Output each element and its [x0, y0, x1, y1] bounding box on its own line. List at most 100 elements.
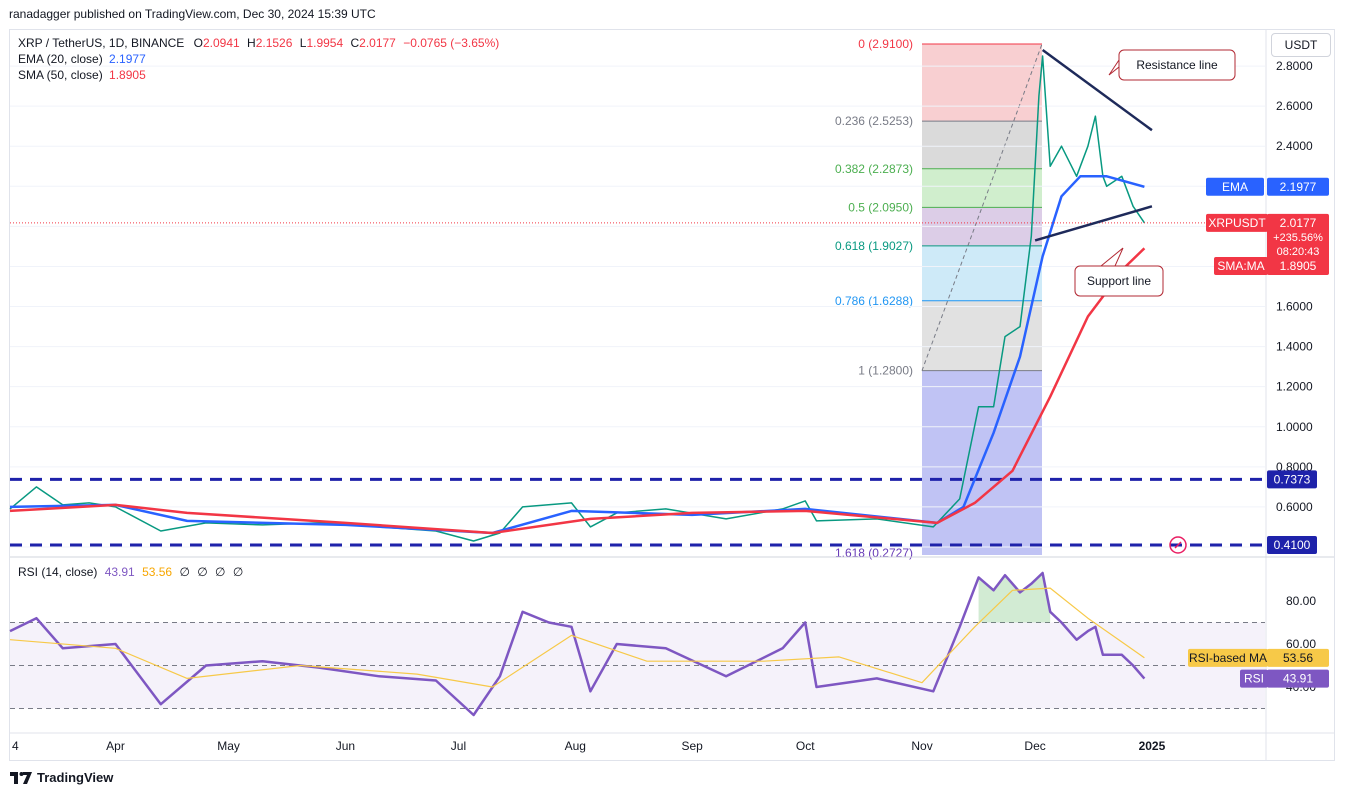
price-axis-tick: 1.6000: [1276, 300, 1313, 314]
sma-value-bg: [1267, 257, 1329, 275]
time-axis-tick: May: [217, 739, 240, 753]
ema-tag-bg: [1206, 177, 1264, 196]
publisher-text: ranadagger published on TradingView.com,…: [9, 7, 376, 21]
fibonacci-retracement: 0 (2.9100) 0.236 (2.5253) 0.382 (2.2873) 0.…: [835, 37, 1043, 560]
rsi-value-bg: [1267, 669, 1329, 688]
last-price-bg: [1267, 213, 1329, 260]
fib-zone: [922, 44, 1042, 122]
ema-legend-value: 2.1977: [109, 52, 146, 66]
price-axis-tick: 0.6000: [1276, 500, 1313, 514]
rsi-price-label: RSI 43.91: [1240, 669, 1329, 688]
axes: 0.60000.80001.00001.20001.40001.60001.80…: [10, 30, 1334, 760]
fib-level-label: 1.618 (0.2727): [835, 546, 913, 560]
time-axis-tick: Aug: [565, 739, 586, 753]
time-axis-tick: Oct: [796, 739, 815, 753]
countdown-timer: 08:20:43: [1277, 246, 1320, 258]
trendlines: Resistance line Support line: [1034, 49, 1236, 297]
fib-level-label: 0.5 (2.0950): [848, 200, 913, 214]
sma-value-text: 1.8905: [1280, 259, 1317, 273]
replay-icon-mark: [1174, 541, 1182, 549]
price-axis-tick: 2.6000: [1276, 99, 1313, 113]
currency-unit-button[interactable]: USDT: [1271, 33, 1331, 57]
close-label: C: [350, 36, 360, 50]
ema-legend[interactable]: EMA (20, close) 2.1977: [18, 51, 146, 67]
time-axis-tick: Nov: [911, 739, 932, 753]
callout-pointer: [1099, 247, 1124, 267]
sma-legend-value: 1.8905: [109, 68, 146, 82]
rsi-line: [9, 571, 1146, 717]
ema-tag-text: EMA: [1222, 180, 1248, 194]
ema-legend-label: EMA (20, close): [18, 52, 103, 66]
rsi-ma-line: [9, 587, 1145, 688]
chart-frame: [9, 29, 1335, 761]
high-label: H: [247, 36, 256, 50]
last-price-value: 2.0177: [1280, 216, 1317, 230]
rsi-legend-null-3: ∅: [215, 565, 226, 579]
tradingview-logo-icon: [10, 771, 32, 784]
rsi-legend-value: 43.91: [104, 565, 135, 579]
sma-price-label: SMA:MA 1.8905: [1214, 257, 1329, 275]
rsi-axis-tick: 80.00: [1286, 594, 1316, 608]
callout-box: [1118, 49, 1236, 81]
rsi-tag-text: RSI: [1244, 672, 1264, 686]
callout-text: Support line: [1087, 274, 1151, 288]
time-axis-tick: Apr: [106, 739, 125, 753]
horizontal-levels: [10, 477, 1265, 547]
rsi-legend[interactable]: RSI (14, close) 43.91 53.56 ∅ ∅ ∅ ∅: [18, 565, 243, 579]
level-price-label-bg: [1267, 535, 1317, 554]
rsi-ma-tag-bg: [1188, 648, 1268, 667]
time-axis-tick: Jun: [336, 739, 355, 753]
price-axis-tick: 2.4000: [1276, 139, 1313, 153]
level-price-label-text: 0.4100: [1274, 538, 1311, 552]
time-axis-tick: Jul: [451, 739, 466, 753]
rsi-panel: [9, 571, 1265, 717]
price-axis-tick: 1.4000: [1276, 340, 1313, 354]
tradingview-logo-text: TradingView: [37, 770, 114, 785]
rsi-legend-null-2: ∅: [197, 565, 208, 579]
open-label: O: [193, 36, 203, 50]
price-labels: 0.7373 0.4100 EMA 2.1977 XRPUSDT 2.0177 +235.5…: [1188, 177, 1329, 688]
callout-text: Resistance line: [1136, 58, 1218, 72]
replay-icon-circle: [1169, 536, 1187, 554]
tradingview-logo[interactable]: TradingView: [10, 770, 113, 785]
fib-level-label: 0.236 (2.5253): [835, 114, 913, 128]
level-price-label: 0.4100: [1267, 535, 1317, 554]
ema-value-text: 2.1977: [1280, 180, 1317, 194]
rsi-ma-tag-text: RSI-based MA: [1189, 651, 1267, 665]
rsi-axis-tick: 60.00: [1286, 637, 1316, 651]
support-callout: Support line: [1074, 247, 1164, 297]
level-price-label-text: 0.7373: [1274, 472, 1311, 486]
time-axis-tick: 2025: [1139, 739, 1166, 753]
price-series: [9, 55, 1265, 542]
fib-level-label: 0 (2.9100): [858, 37, 913, 51]
last-price-label: XRPUSDT 2.0177 +235.56% 08:20:43: [1206, 213, 1329, 260]
level-price-label-bg: [1267, 470, 1317, 489]
time-axis-tick: 4: [12, 739, 19, 753]
fib-level-label: 1 (1.2800): [858, 364, 913, 378]
rsi-ma-price-label: RSI-based MA 53.56: [1188, 648, 1329, 667]
symbol-tag-bg: [1206, 213, 1268, 232]
ema-value-bg: [1267, 177, 1329, 196]
rsi-value-text: 43.91: [1283, 672, 1313, 686]
time-axis-tick: Sep: [681, 739, 703, 753]
callout-pointer: [1108, 58, 1120, 76]
rsi-tag-bg: [1240, 669, 1268, 688]
rsi-legend-title: RSI (14, close): [18, 565, 98, 579]
replay-icon: [1169, 536, 1187, 554]
price-axis-tick: 0.8000: [1276, 460, 1313, 474]
fib-level-label: 0.618 (1.9027): [835, 239, 913, 253]
rsi-ma-value-text: 53.56: [1283, 651, 1313, 665]
price-axis-tick: 2.8000: [1276, 59, 1313, 73]
fib-zone: [922, 168, 1042, 208]
ema-price-label: EMA 2.1977: [1206, 177, 1329, 196]
sma-legend[interactable]: SMA (50, close) 1.8905: [18, 67, 146, 83]
high-value: 2.1526: [255, 36, 293, 50]
close-value: 2.0177: [359, 36, 396, 50]
rsi-legend-null-4: ∅: [232, 565, 244, 579]
fib-level-label: 0.786 (1.6288): [835, 294, 913, 308]
rsi-overbought-fill: [978, 573, 1051, 623]
resistance-line: [1041, 49, 1153, 132]
low-label: L: [299, 36, 307, 50]
symbol-title: XRP / TetherUS, 1D, BINANCE: [18, 36, 185, 50]
